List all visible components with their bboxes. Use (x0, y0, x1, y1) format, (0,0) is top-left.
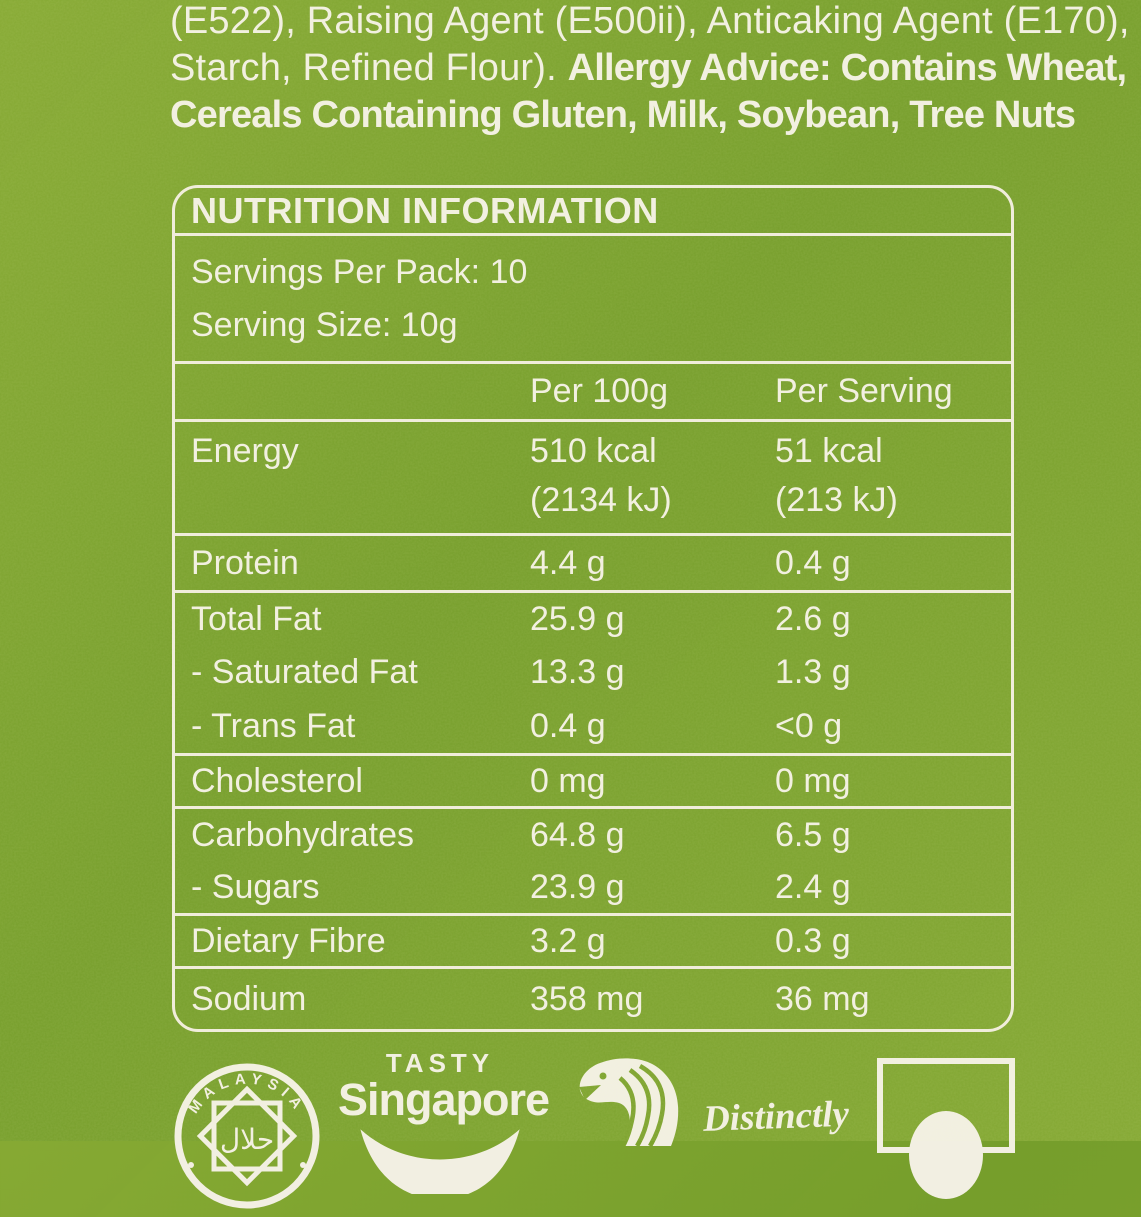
table-row-protein: Protein 4.4 g 0.4 g (175, 536, 1011, 593)
merlion-eye (599, 1072, 607, 1080)
white-circle-icon (909, 1111, 983, 1199)
table-row-sugars: - Sugars 23.9 g 2.4 g (175, 861, 1011, 913)
table-rowgroup-fat: Total Fat 25.9 g 2.6 g - Saturated Fat 1… (175, 593, 1011, 756)
row-per100g-value: 358 mg (530, 979, 644, 1018)
row-perserving-value: 1.3 g (775, 653, 851, 692)
row-label: - Saturated Fat (191, 653, 418, 692)
row-per100g-value: 0 mg (530, 761, 606, 800)
allergy-line-3: Cereals Containing Gluten, Milk, Soybean… (170, 94, 1076, 136)
malaysia-logo-dot-left (188, 1162, 194, 1168)
white-box-logo (877, 1058, 1015, 1199)
column-header-row: Per 100g Per Serving (175, 364, 1011, 422)
table-row-trans-fat: - Trans Fat 0.4 g <0 g (175, 700, 1011, 753)
row-label: - Trans Fat (191, 706, 356, 745)
row-perserving-value: 0.3 g (775, 921, 851, 960)
ingredients-allergy-text: (E522), Raising Agent (E500ii), Anticaki… (170, 0, 1141, 139)
malaysia-logo-dot-right (300, 1162, 306, 1168)
row-perserving-value: 2.6 g (775, 600, 851, 639)
row-perserving-value: 0.4 g (775, 543, 851, 582)
merlion-icon (579, 1058, 679, 1146)
row-per100g-value: 23.9 g (530, 867, 625, 906)
row-perserving-value: <0 g (775, 706, 843, 745)
halal-malaysia-logo-icon: MALAYSIA حلال (174, 1063, 320, 1209)
column-header-per-100g: Per 100g (530, 372, 668, 410)
row-per100g-value: 510 kcal (2134 kJ) (530, 432, 672, 519)
row-label: Total Fat (191, 600, 322, 639)
row-perserving-value: 36 mg (775, 979, 870, 1018)
table-row-dietary-fibre: Dietary Fibre 3.2 g 0.3 g (175, 916, 1011, 969)
singapore-text: Singapore (338, 1074, 550, 1125)
nutrition-table-title: NUTRITION INFORMATION (175, 188, 1011, 236)
halal-calligraphy-text: حلال (220, 1123, 274, 1156)
row-label: Carbohydrates (191, 815, 415, 854)
row-per100g-value: 25.9 g (530, 600, 625, 639)
servings-section: Servings Per Pack: 10 Serving Size: 10g (175, 236, 1011, 364)
row-perserving-value: 51 kcal (213 kJ) (775, 432, 898, 519)
row-per100g-value: 3.2 g (530, 921, 606, 960)
servings-per-pack: Servings Per Pack: 10 (191, 253, 528, 291)
row-perserving-value: 2.4 g (775, 867, 851, 906)
nutrition-table: NUTRITION INFORMATION Servings Per Pack:… (172, 185, 1014, 1032)
malaysia-arc-text: MALAYSIA (185, 1070, 303, 1116)
row-per100g-value: 4.4 g (530, 543, 606, 582)
serving-size: Serving Size: 10g (191, 306, 458, 344)
row-label: Sodium (191, 979, 307, 1018)
table-row-saturated-fat: - Saturated Fat 13.3 g 1.3 g (175, 646, 1011, 699)
ingredients-line-1-text: (E522), Raising Agent (E500ii), Anticaki… (170, 0, 1130, 42)
row-per100g-value: 13.3 g (530, 653, 625, 692)
table-row-total-fat: Total Fat 25.9 g 2.6 g (175, 593, 1011, 646)
crescent-icon (360, 1129, 520, 1194)
table-row-cholesterol: Cholesterol 0 mg 0 mg (175, 756, 1011, 809)
row-label: Energy (191, 432, 299, 470)
row-perserving-value: 0 mg (775, 761, 851, 800)
row-label: Dietary Fibre (191, 921, 386, 960)
row-label: Cholesterol (191, 761, 363, 800)
row-perserving-value: 6.5 g (775, 815, 851, 854)
table-row-carbohydrates: Carbohydrates 64.8 g 6.5 g (175, 809, 1011, 861)
ingredients-line-2-regular: Starch, Refined Flour). (170, 47, 568, 89)
table-row-energy: Energy 510 kcal (2134 kJ) 51 kcal (213 k… (175, 422, 1011, 536)
column-header-per-serving: Per Serving (775, 372, 953, 410)
row-per100g-value: 64.8 g (530, 815, 625, 854)
table-row-sodium: Sodium 358 mg 36 mg (175, 969, 1011, 1029)
ingredients-line-1: (E522), Raising Agent (E500ii), Anticaki… (170, 0, 1141, 45)
row-label: Protein (191, 543, 299, 582)
ingredients-line-2: Starch, Refined Flour). Allergy Advice: … (170, 45, 1141, 92)
row-label: - Sugars (191, 867, 320, 906)
svg-text:MALAYSIA: MALAYSIA (185, 1070, 309, 1116)
tasty-singapore-logo: TASTY Singapore (338, 1048, 550, 1194)
allergy-advice-bold: Allergy Advice: Contains Wheat, (567, 47, 1127, 89)
table-rowgroup-carbohydrates: Carbohydrates 64.8 g 6.5 g - Sugars 23.9… (175, 809, 1011, 916)
row-per100g-value: 0.4 g (530, 706, 606, 745)
